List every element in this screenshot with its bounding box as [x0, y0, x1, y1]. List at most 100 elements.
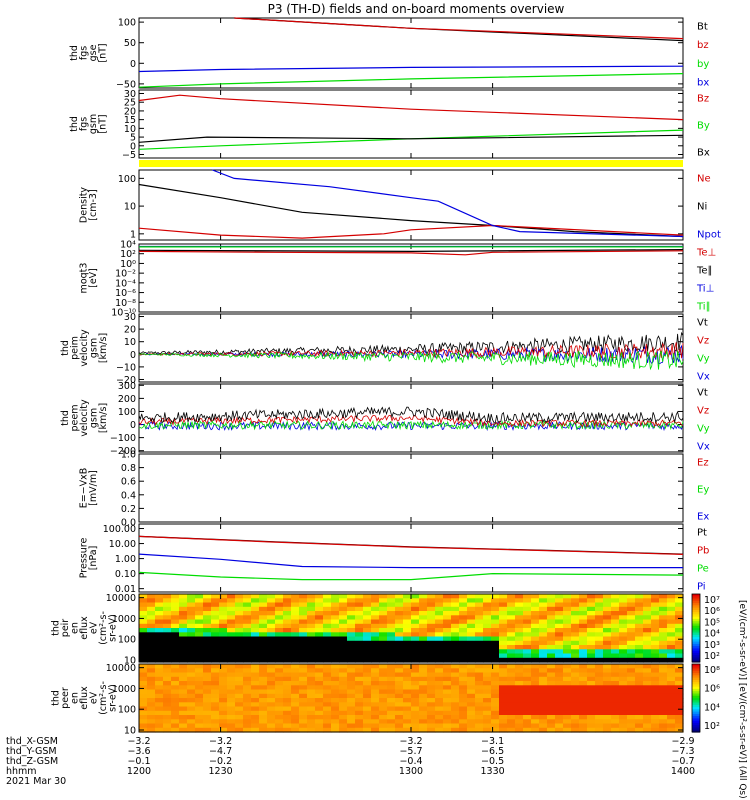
heatmap-cell [659, 685, 668, 691]
heatmap-cell [347, 706, 356, 712]
colorbar-cell [692, 729, 700, 733]
heatmap-cell [651, 668, 660, 674]
heatmap-cell [347, 702, 356, 708]
heatmap-cell [507, 657, 516, 663]
heatmap-cell [419, 710, 428, 716]
heatmap-cell [331, 727, 340, 733]
heatmap-cell [323, 664, 332, 669]
heatmap-cell [451, 640, 460, 646]
heatmap-cell [411, 698, 420, 703]
heatmap-cell [611, 693, 620, 699]
heatmap-cell [243, 723, 252, 729]
heatmap-cell [667, 664, 676, 669]
heatmap-cell [507, 649, 516, 655]
series-Bx [138, 134, 684, 143]
heatmap-cell [563, 710, 572, 716]
heatmap-cell [467, 657, 476, 663]
heatmap-cell [323, 628, 332, 633]
heatmap-cell [147, 723, 156, 729]
heatmap-cell [163, 702, 172, 708]
heatmap-cell [371, 640, 380, 646]
heatmap-cell [227, 723, 236, 729]
heatmap-cell [379, 645, 388, 650]
heatmap-cell [635, 672, 644, 678]
heatmap-cell [379, 698, 388, 703]
heatmap-cell [611, 723, 620, 729]
heatmap-cell [611, 710, 620, 716]
heatmap-cell [619, 698, 628, 703]
heatmap-cell [515, 693, 524, 699]
heatmap-cell [611, 632, 620, 638]
heatmap-cell [675, 649, 684, 655]
heatmap-cell [387, 702, 396, 708]
heatmap-cell [243, 672, 252, 678]
heatmap-cell [531, 628, 540, 633]
heatmap-cell [467, 606, 476, 612]
heatmap-cell [379, 594, 388, 599]
heatmap-cell [291, 710, 300, 716]
heatmap-cell [187, 645, 196, 650]
heatmap-cell [163, 636, 172, 642]
heatmap-cell [435, 619, 444, 625]
heatmap-cell [163, 698, 172, 703]
heatmap-cell [523, 681, 532, 686]
heatmap-cell [139, 664, 148, 669]
heatmap-cell [179, 649, 188, 655]
heatmap-cell [515, 715, 524, 720]
heatmap-cell [579, 632, 588, 638]
heatmap-cell [147, 668, 156, 674]
heatmap-cell [459, 664, 468, 669]
heatmap-cell [515, 719, 524, 725]
heatmap-cell [435, 628, 444, 633]
heatmap-cell [483, 676, 492, 682]
heatmap-cell [347, 594, 356, 599]
heatmap-cell [195, 685, 204, 691]
heatmap-cell [667, 628, 676, 633]
heatmap-cell [587, 594, 596, 599]
heatmap-cell [403, 706, 412, 712]
heatmap-cell [387, 640, 396, 646]
panel-temperature: 10⁴10²10⁰10⁻²10⁻⁴10⁻⁶10⁻⁸10⁻¹⁰moqt3[eV]T… [78, 240, 716, 319]
heatmap-cell [155, 710, 164, 716]
heatmap-cell [195, 698, 204, 703]
panel-vi: 3020100−10−20thdpeimvelocitygsm[km/s]VtV… [60, 312, 710, 386]
heatmap-cell [307, 715, 316, 720]
heatmap-cell [259, 723, 268, 729]
heatmap-cell [491, 668, 500, 674]
legend-Ez: Ez [697, 458, 709, 469]
heatmap-cell [347, 698, 356, 703]
heatmap-cell [267, 689, 276, 695]
heatmap-cell [515, 628, 524, 633]
heatmap-cell [259, 676, 268, 682]
heatmap-cell [243, 702, 252, 708]
heatmap-cell [563, 689, 572, 695]
heatmap-cell [635, 719, 644, 725]
heatmap-cell [323, 693, 332, 699]
heatmap-cell [563, 706, 572, 712]
heatmap-cell [603, 623, 612, 629]
heatmap-cell [459, 598, 468, 604]
heatmap-cell [459, 594, 468, 599]
heatmap-cell [419, 664, 428, 669]
heatmap-cell [163, 628, 172, 633]
heatmap-cell [211, 685, 220, 691]
heatmap-cell [267, 681, 276, 686]
heatmap-cell [147, 632, 156, 638]
heatmap-cell [283, 636, 292, 642]
heatmap-cell [163, 723, 172, 729]
heatmap-cell [299, 689, 308, 695]
heatmap-cell [571, 727, 580, 733]
heatmap-cell [235, 636, 244, 642]
heatmap-cell [187, 668, 196, 674]
series-Pe [138, 571, 684, 581]
heatmap-cell [147, 702, 156, 708]
heatmap-cell [307, 710, 316, 716]
heatmap-cell [187, 698, 196, 703]
heatmap-cell [395, 723, 404, 729]
heatmap-cell [499, 619, 508, 625]
heatmap-cell [587, 715, 596, 720]
heatmap-cell [643, 623, 652, 629]
heatmap-cell [555, 715, 564, 720]
heatmap-cell [291, 598, 300, 604]
heatmap-cell [435, 606, 444, 612]
